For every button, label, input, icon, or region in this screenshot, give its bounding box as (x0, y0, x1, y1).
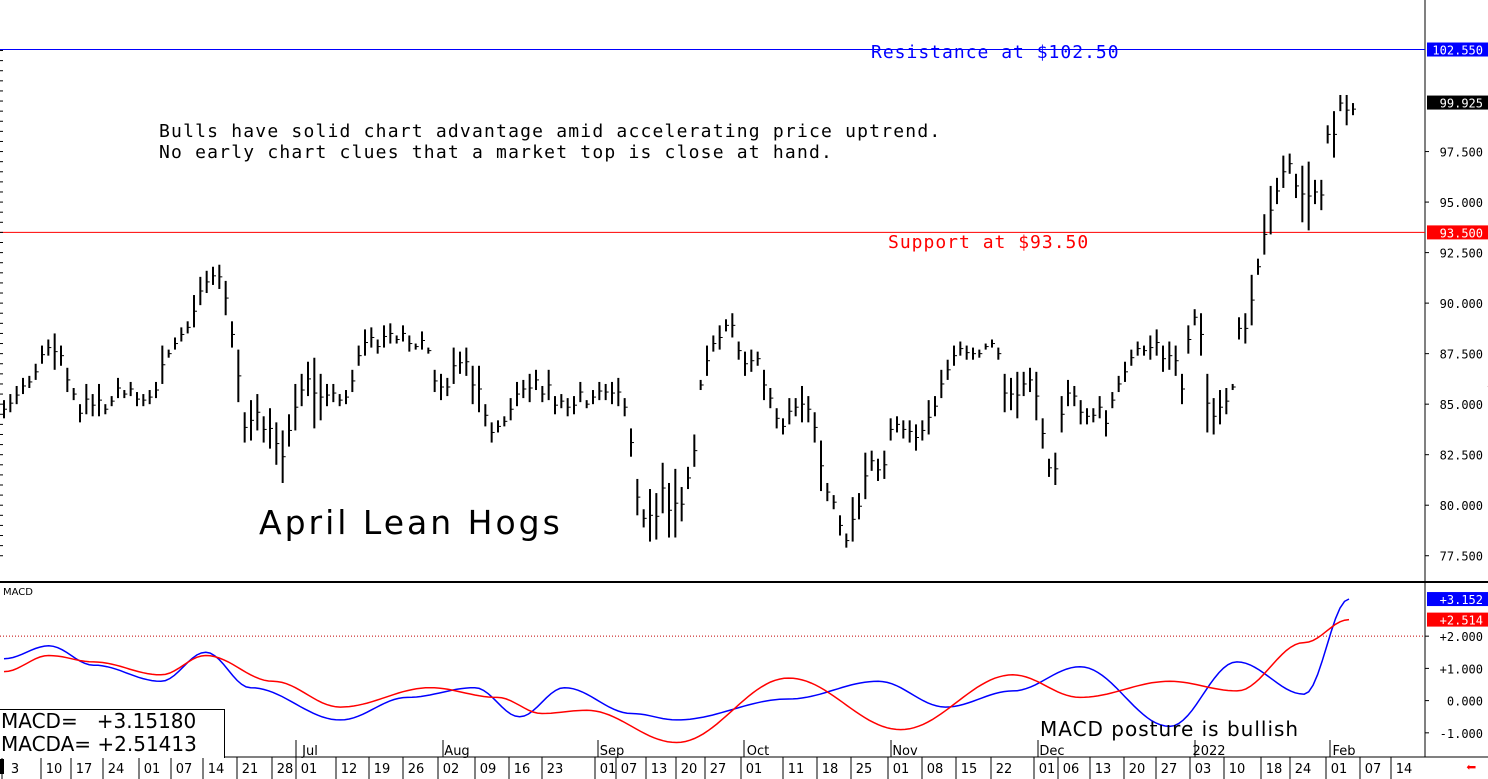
x-tick-label: 28 (277, 762, 294, 777)
x-tick-label: 22 (996, 762, 1013, 777)
last-price-flag-bg (1427, 95, 1488, 110)
x-tick-label: 01 (301, 762, 318, 777)
month-label: Oct (747, 744, 769, 759)
macd-flag-bg (1427, 612, 1488, 627)
support-flag-bg (1427, 225, 1488, 240)
month-label: Jul (301, 744, 318, 759)
x-tick-label: 19 (374, 762, 391, 777)
macd-flag-bg (1427, 592, 1488, 607)
chart-title: April Lean Hogs (259, 503, 563, 542)
macd-note: MACD posture is bullish (1040, 717, 1300, 741)
x-tick-label: 24 (108, 762, 125, 777)
x-tick-label: 01 (746, 762, 763, 777)
commentary-line-1: Bulls have solid chart advantage amid ac… (159, 121, 942, 142)
x-tick-label: 01 (144, 762, 161, 777)
support-flag: 93.500 (1440, 226, 1483, 240)
price-y-tick-label: 80.000 (1440, 499, 1483, 513)
macd-y-tick-label: 0.000 (1447, 695, 1483, 709)
x-tick-label: 23 (547, 762, 564, 777)
x-tick-label: 08 (927, 762, 944, 777)
price-y-tick-label: 97.500 (1440, 146, 1483, 160)
x-tick-label: 17 (76, 762, 93, 777)
x-tick-label: 07 (1365, 762, 1382, 777)
last-price-flag: 99.925 (1440, 97, 1483, 111)
x-tick-label: 01 (893, 762, 910, 777)
x-tick-label: 01 (600, 762, 617, 777)
macd-flag: +3.152 (1440, 593, 1483, 607)
x-tick-label: 06 (1063, 762, 1080, 777)
resistance-flag: 102.550 (1432, 44, 1483, 58)
macd-y-tick-label: -1.000 (1440, 727, 1483, 741)
price-y-tick-label: 95.000 (1440, 196, 1483, 210)
price-y-tick-label: 85.000 (1440, 398, 1483, 412)
x-tick-label: 20 (1129, 762, 1146, 777)
resistance-flag-bg (1427, 42, 1488, 57)
x-tick-label: 02 (443, 762, 460, 777)
month-label: Dec (1039, 744, 1064, 759)
x-tick-label: 15 (961, 762, 978, 777)
x-tick-label: 10 (1229, 762, 1246, 777)
x-tick-label: 16 (514, 762, 531, 777)
price-y-tick-label: 90.000 (1440, 297, 1483, 311)
support-annotation: Support at $93.50 (888, 232, 1090, 253)
price-y-tick-label: 82.500 (1440, 449, 1483, 463)
x-tick-label: 14 (208, 762, 225, 777)
macd-readout: MACD= +3.15180 (1, 709, 197, 733)
month-label: Feb (1332, 744, 1355, 759)
macd-y-tick-label: +2.000 (1440, 630, 1483, 644)
macd-y-tick-label: +1.000 (1440, 662, 1483, 676)
macd-layer (0, 598, 1425, 744)
month-label: Nov (892, 744, 918, 759)
price-bars-layer (0, 49, 1488, 548)
macd-series-macda (3, 618, 1350, 744)
price-y-tick-label: 87.500 (1440, 348, 1483, 362)
x-tick-label: 01 (1039, 762, 1056, 777)
x-tick-label: 03 (1195, 762, 1212, 777)
cursor-marker (0, 759, 4, 774)
price-y-tick-label: 77.500 (1440, 550, 1483, 564)
x-tick-label: 18 (1266, 762, 1283, 777)
x-tick-label: 18 (822, 762, 839, 777)
month-label: Aug (444, 744, 469, 759)
x-tick-label: 20 (681, 762, 698, 777)
x-tick-label: 07 (176, 762, 193, 777)
x-tick-label: 12 (341, 762, 358, 777)
month-label: Sep (600, 744, 625, 759)
x-tick-label: 13 (1095, 762, 1112, 777)
x-tick-label: 14 (1396, 762, 1413, 777)
x-tick-label: 13 (651, 762, 668, 777)
macd-flag: +2.514 (1440, 614, 1483, 628)
x-tick-label: 09 (480, 762, 497, 777)
x-tick-label: 3 (11, 762, 19, 777)
x-tick-label: 27 (710, 762, 727, 777)
resistance-annotation: Resistance at $102.50 (871, 42, 1120, 63)
x-tick-label: 01 (1331, 762, 1348, 777)
month-label: 2022 (1192, 744, 1225, 759)
price-y-tick-label: 92.500 (1440, 247, 1483, 261)
x-tick-label: 26 (408, 762, 425, 777)
x-tick-label: 11 (788, 762, 805, 777)
x-tick-label: 21 (242, 762, 259, 777)
macd-series-macd (3, 598, 1350, 728)
x-tick-label: 10 (46, 762, 63, 777)
x-tick-label: 24 (1295, 762, 1312, 777)
macda-readout: MACDA= +2.51413 (1, 732, 197, 756)
scroll-left-arrow-icon[interactable]: ⬅ (1466, 758, 1477, 778)
macd-readout-box: MACD= +3.15180 MACDA= +2.51413 (0, 709, 225, 758)
x-tick-label: 07 (621, 762, 638, 777)
commentary-line-2: No early chart clues that a market top i… (159, 142, 834, 163)
x-tick-label: 25 (856, 762, 873, 777)
x-tick-label: 27 (1161, 762, 1178, 777)
axis-layer: 77.500 80.000 82.500 85.000 87.500 90.000 92.5… (0, 42, 1488, 779)
macd-panel-label: MACD (3, 587, 33, 598)
